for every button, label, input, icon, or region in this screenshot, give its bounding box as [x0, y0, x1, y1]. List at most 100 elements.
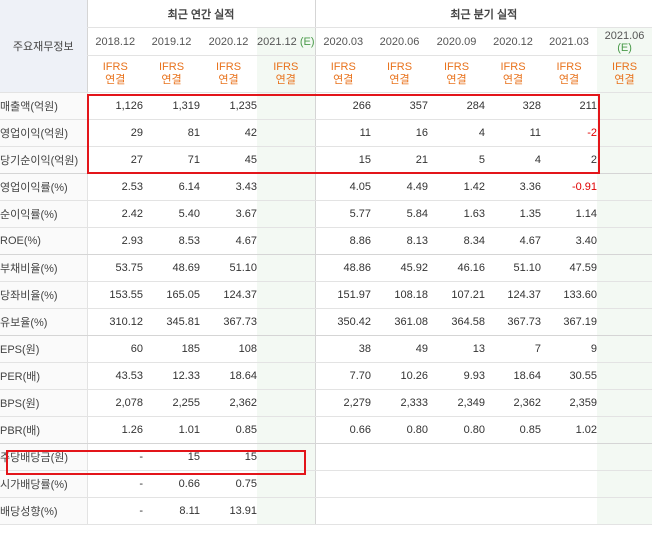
highlight-box-income: [87, 94, 600, 174]
basis-scope: 연결: [389, 74, 410, 86]
value-cell: 345.81: [143, 308, 200, 336]
value-cell: 7: [485, 335, 542, 363]
period-header: 2020.12: [485, 27, 542, 56]
value-cell: [485, 443, 542, 471]
value-cell: 11: [314, 119, 372, 147]
value-cell: 4: [485, 146, 542, 174]
table-row: 당좌비율(%) 153.55 165.05 124.37 151.97 108.18 107…: [0, 281, 653, 309]
value-cell: 5.84: [371, 200, 429, 228]
value-cell: [257, 389, 316, 417]
value-cell: 47.59: [541, 254, 598, 282]
basis-standard: IFRS: [556, 61, 582, 73]
value-cell: 45.92: [371, 254, 429, 282]
value-cell: 16: [371, 119, 429, 147]
row-label: PER(배): [0, 362, 88, 390]
value-cell: 1.26: [87, 416, 143, 444]
value-cell: 165.05: [143, 281, 200, 309]
value-cell: -: [87, 443, 143, 471]
value-cell: 51.10: [485, 254, 542, 282]
value-cell: 1.42: [428, 173, 486, 201]
basis-scope: 연결: [105, 74, 126, 86]
highlight-box-dividend: [6, 450, 306, 475]
value-cell: 9.93: [428, 362, 486, 390]
value-cell: 364.58: [428, 308, 486, 336]
value-cell: [541, 470, 598, 498]
table-row: 배당성향(%) -8.11 13.91: [0, 497, 653, 525]
row-label: EPS(원): [0, 335, 88, 363]
value-cell: 38: [314, 335, 372, 363]
value-cell: 1.63: [428, 200, 486, 228]
accounting-basis: IFRS 연결: [86, 55, 143, 93]
accounting-basis: IFRS 연결: [428, 55, 486, 93]
value-cell: 357: [371, 92, 429, 120]
value-cell: [428, 497, 486, 525]
accounting-basis: IFRS 연결: [597, 55, 653, 93]
basis-standard: IFRS: [215, 61, 242, 73]
value-cell: 0.75: [200, 470, 257, 498]
value-cell: [485, 470, 542, 498]
value-cell: 8.34: [428, 227, 486, 255]
table-row: 매출액(억원) 1,126 1,319 1,235 266 357 284 328 211: [0, 92, 653, 120]
value-cell: [428, 443, 486, 471]
value-cell: [597, 362, 653, 390]
value-cell: 153.55: [87, 281, 143, 309]
row-label: ROE(%): [0, 227, 88, 255]
value-cell: 0.80: [371, 416, 429, 444]
table-row: 시가배당률(%) -0.66 0.75: [0, 470, 653, 498]
value-cell: 1.35: [485, 200, 542, 228]
table-row: BPS(원) 2,078 2,255 2,362 2,279 2,333 2,349 2,36…: [0, 389, 653, 417]
quarter-group-title: 최근 분기 실적: [314, 0, 653, 28]
value-cell: [597, 146, 653, 174]
value-cell: [485, 497, 542, 525]
value-cell: 3.40: [541, 227, 598, 255]
value-cell: 60: [87, 335, 143, 363]
value-cell: [597, 281, 653, 309]
value-cell: [597, 335, 653, 363]
period-label: 2020.09: [436, 35, 477, 48]
value-cell: 30.55: [541, 362, 598, 390]
value-cell: 15: [200, 443, 257, 471]
row-label: 영업이익(억원): [0, 119, 88, 147]
accounting-basis: IFRS 연결: [485, 55, 542, 93]
value-cell: [257, 308, 316, 336]
period-header: 2020.03: [314, 27, 372, 56]
value-cell: 9: [541, 335, 598, 363]
row-label: 배당성향(%): [0, 497, 88, 525]
table-row: EPS(원) 60 185 108 38 49 13 7 9: [0, 335, 653, 363]
value-cell: [314, 470, 372, 498]
value-cell: 51.10: [200, 254, 257, 282]
value-cell: 5.77: [314, 200, 372, 228]
value-cell: 350.42: [314, 308, 372, 336]
table-row: 주당배당금(원) -15 15: [0, 443, 653, 471]
value-cell: 1,126: [87, 92, 143, 120]
row-label: 주당배당금(원): [0, 443, 88, 471]
value-cell: [597, 200, 653, 228]
value-cell: [597, 470, 653, 498]
period-header: 2020.09: [428, 27, 486, 56]
row-label: 순이익률(%): [0, 200, 88, 228]
value-cell: 124.37: [485, 281, 542, 309]
value-cell: 0.80: [428, 416, 486, 444]
value-cell: [371, 470, 429, 498]
period-label: 2020.03: [323, 35, 364, 48]
value-cell: [541, 497, 598, 525]
value-cell: [597, 443, 653, 471]
basis-scope: 연결: [218, 74, 239, 86]
value-cell: 48.69: [143, 254, 200, 282]
row-header-label: 주요재무정보: [0, 0, 87, 93]
value-cell: 43.53: [87, 362, 143, 390]
row-label: 부채비율(%): [0, 254, 88, 282]
period-header: 2018.12: [86, 27, 143, 56]
table-row: 유보율(%) 310.12 345.81 367.73 350.42 361.08 364.…: [0, 308, 653, 336]
table-row: 부채비율(%) 53.75 48.69 51.10 48.86 45.92 46.16 51.…: [0, 254, 653, 282]
value-cell: 12.33: [143, 362, 200, 390]
value-cell: 108.18: [371, 281, 429, 309]
value-cell: 367.73: [485, 308, 542, 336]
value-cell: 2,333: [371, 389, 429, 417]
value-cell: 211: [541, 92, 598, 120]
table-row: 영업이익(억원) 29 81 42 11 16 4 11 -2: [0, 119, 653, 147]
value-cell: 1.01: [143, 416, 200, 444]
value-cell: 6.14: [143, 173, 200, 201]
value-cell: [597, 308, 653, 336]
value-cell: 13: [428, 335, 486, 363]
